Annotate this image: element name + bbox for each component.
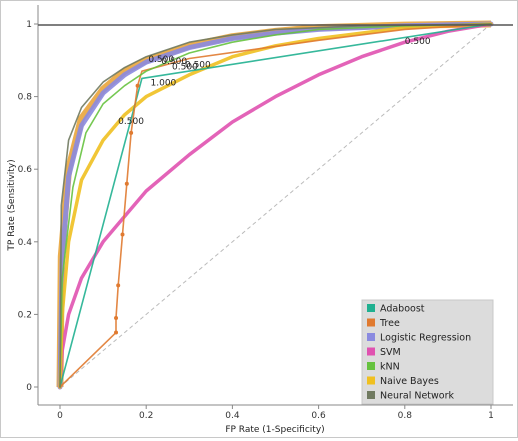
legend-label-logistic-regression: Logistic Regression: [380, 333, 471, 344]
legend-label-knn: kNN: [380, 362, 400, 373]
y-tick-label-2: 0.4: [18, 238, 33, 248]
legend-label-naive-bayes: Naive Bayes: [380, 376, 439, 387]
threshold-label-0: 0.500: [148, 55, 174, 65]
legend-label-neural-network: Neural Network: [380, 391, 455, 402]
tree-threshold-point-3: [120, 232, 125, 237]
threshold-label-3: 0.500: [185, 61, 211, 71]
legend-swatch-naive-bayes: [367, 376, 375, 385]
y-tick-label-1: 0.2: [18, 310, 32, 320]
tree-threshold-point-4: [124, 181, 129, 186]
legend-swatch-adaboost: [367, 304, 375, 312]
legend-label-svm: SVM: [380, 347, 401, 358]
tree-threshold-point-1: [114, 316, 119, 321]
legend-swatch-logistic-regression: [367, 333, 375, 341]
legend-swatch-neural-network: [367, 391, 375, 399]
tree-threshold-point-5: [129, 130, 134, 135]
roc-curve-naive-bayes: [58, 22, 493, 389]
legend: Adaboost Tree Logistic Regression SVM kNN Nai…: [361, 299, 494, 405]
tree-threshold-point-6: [135, 83, 140, 88]
legend-swatch-knn: [367, 362, 375, 370]
threshold-label-2: 0.500: [172, 62, 198, 72]
y-tick-label-4: 0.8: [18, 93, 33, 103]
threshold-label-1: 0.500: [161, 57, 187, 67]
roc-curve-adaboost: [59, 23, 492, 388]
legend-swatch-svm: [367, 347, 375, 356]
legend-swatch-tree: [367, 318, 375, 327]
y-axis-title: TP Rate (Sensitivity): [7, 159, 17, 251]
y-tick-label-5: 1: [26, 20, 32, 30]
legend-box: [361, 299, 494, 405]
roc-curve-tree: [59, 23, 492, 388]
x-axis-title: FP Rate (1-Specificity): [225, 425, 324, 435]
threshold-label-4: 1.000: [151, 79, 177, 89]
legend-label-tree: Tree: [379, 318, 400, 329]
roc-curve-knn: [59, 23, 492, 388]
x-tick-label-2: 0.4: [225, 411, 240, 421]
roc-curve-neural-network: [59, 23, 492, 388]
tree-threshold-point-2: [116, 283, 121, 288]
x-tick-label-1: 0.2: [139, 411, 153, 421]
y-tick-label-3: 0.6: [18, 165, 33, 175]
y-tick-label-0: 0: [26, 383, 32, 393]
roc-curve-svm: [58, 22, 493, 389]
x-tick-label-5: 1: [488, 411, 494, 421]
threshold-label-5: 0.500: [118, 117, 144, 127]
x-tick-label-4: 0.8: [398, 411, 413, 421]
x-tick-label-3: 0.6: [311, 411, 326, 421]
legend-label-adaboost: Adaboost: [380, 304, 425, 315]
random-classifier-diagonal: [59, 23, 492, 388]
threshold-label-6: 0.500: [405, 37, 431, 47]
x-tick-label-0: 0: [57, 411, 63, 421]
tree-threshold-point-0: [114, 330, 119, 335]
